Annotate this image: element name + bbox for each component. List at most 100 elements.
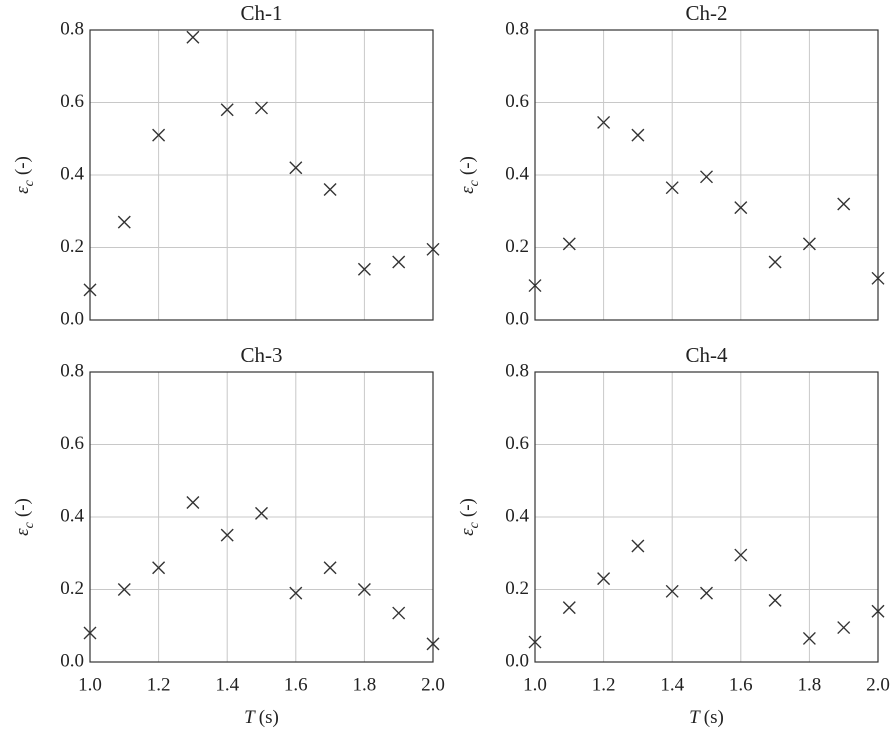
y-tick-label: 0.4 bbox=[505, 505, 529, 526]
y-label-symbol: ε bbox=[457, 186, 478, 194]
marker bbox=[665, 584, 679, 598]
x-tick-label: 1.8 bbox=[798, 674, 822, 695]
plot-frame bbox=[89, 29, 434, 321]
y-label-unit: (-) bbox=[457, 498, 478, 517]
marker bbox=[665, 181, 679, 195]
marker bbox=[152, 561, 166, 575]
y-label-symbol: ε bbox=[457, 528, 478, 536]
marker bbox=[289, 161, 303, 175]
x-tick-label: 1.0 bbox=[78, 674, 102, 695]
marker bbox=[597, 115, 611, 129]
x-tick-label: 1.6 bbox=[284, 674, 308, 695]
marker bbox=[631, 128, 645, 142]
x-axis-label: T (s) bbox=[244, 707, 279, 728]
chart-title: Ch-1 bbox=[241, 1, 283, 25]
marker bbox=[220, 103, 234, 117]
x-tick-label: 1.4 bbox=[660, 674, 684, 695]
y-tick-label: 0.4 bbox=[60, 505, 84, 526]
y-axis-label: εc (-) bbox=[12, 156, 37, 194]
y-tick-label: 0.2 bbox=[60, 578, 84, 599]
y-tick-label: 0.8 bbox=[505, 18, 529, 39]
x-tick-label: 2.0 bbox=[421, 674, 445, 695]
marker bbox=[700, 586, 713, 600]
marker bbox=[83, 283, 97, 297]
plot-frame bbox=[534, 371, 879, 663]
x-label-unit: (s) bbox=[259, 707, 279, 728]
marker bbox=[117, 583, 131, 596]
x-tick-label: 2.0 bbox=[866, 674, 890, 695]
y-tick-label: 0.6 bbox=[60, 91, 84, 112]
marker bbox=[528, 635, 542, 649]
chart-title: Ch-4 bbox=[686, 343, 729, 367]
marker bbox=[734, 201, 748, 215]
marker bbox=[426, 637, 440, 651]
y-label-subscript: c bbox=[467, 521, 482, 528]
y-tick-label: 0.0 bbox=[505, 650, 529, 671]
x-tick-label: 1.0 bbox=[523, 674, 547, 695]
y-tick-label: 0.6 bbox=[60, 433, 84, 454]
y-tick-label: 0.8 bbox=[60, 18, 84, 39]
y-label-subscript: c bbox=[22, 521, 37, 528]
marker bbox=[117, 215, 131, 229]
marker bbox=[186, 30, 200, 44]
y-tick-label: 0.4 bbox=[60, 163, 84, 184]
marker bbox=[562, 601, 576, 615]
y-tick-label: 0.2 bbox=[505, 236, 529, 257]
y-label-unit: (-) bbox=[457, 156, 478, 175]
x-tick-label: 1.6 bbox=[729, 674, 753, 695]
marker bbox=[802, 237, 816, 251]
x-label-unit: (s) bbox=[704, 707, 724, 728]
y-tick-label: 0.6 bbox=[505, 91, 529, 112]
marker bbox=[152, 128, 166, 142]
y-tick-label: 0.2 bbox=[60, 236, 84, 257]
marker bbox=[802, 631, 816, 645]
y-tick-label: 0.0 bbox=[60, 308, 84, 329]
x-tick-label: 1.4 bbox=[215, 674, 239, 695]
marker bbox=[768, 255, 782, 269]
marker bbox=[255, 101, 268, 115]
x-label-symbol: T bbox=[244, 707, 256, 728]
marker bbox=[700, 170, 713, 184]
plot-frame bbox=[534, 29, 879, 321]
marker bbox=[220, 528, 234, 542]
marker bbox=[837, 621, 851, 635]
x-tick-label: 1.8 bbox=[353, 674, 377, 695]
y-tick-label: 0.8 bbox=[505, 360, 529, 381]
marker bbox=[562, 237, 576, 251]
marker bbox=[255, 506, 268, 520]
y-axis-label: εc (-) bbox=[457, 156, 482, 194]
marker bbox=[734, 548, 748, 562]
x-tick-label: 1.2 bbox=[592, 674, 616, 695]
marker bbox=[837, 197, 851, 211]
plot-frame bbox=[89, 371, 434, 663]
y-tick-label: 0.6 bbox=[505, 433, 529, 454]
marker bbox=[357, 262, 371, 276]
y-axis-label: εc (-) bbox=[457, 498, 482, 536]
marker bbox=[323, 183, 337, 196]
chart-title: Ch-2 bbox=[686, 1, 728, 25]
y-label-subscript: c bbox=[22, 179, 37, 186]
y-tick-label: 0.2 bbox=[505, 578, 529, 599]
marker bbox=[186, 496, 200, 509]
marker bbox=[597, 572, 611, 586]
marker bbox=[631, 539, 645, 553]
y-label-unit: (-) bbox=[12, 498, 33, 517]
marker bbox=[426, 242, 440, 256]
marker bbox=[392, 255, 406, 269]
y-tick-label: 0.4 bbox=[505, 163, 529, 184]
marker bbox=[289, 586, 303, 600]
x-tick-label: 1.2 bbox=[147, 674, 171, 695]
y-label-symbol: ε bbox=[12, 186, 33, 194]
y-tick-label: 0.8 bbox=[60, 360, 84, 381]
marker bbox=[871, 271, 885, 285]
y-label-symbol: ε bbox=[12, 528, 33, 536]
marker bbox=[528, 279, 542, 293]
marker bbox=[83, 626, 97, 640]
y-label-unit: (-) bbox=[12, 156, 33, 175]
marker bbox=[357, 583, 371, 596]
y-tick-label: 0.0 bbox=[60, 650, 84, 671]
y-label-subscript: c bbox=[467, 179, 482, 186]
marker bbox=[871, 604, 885, 618]
